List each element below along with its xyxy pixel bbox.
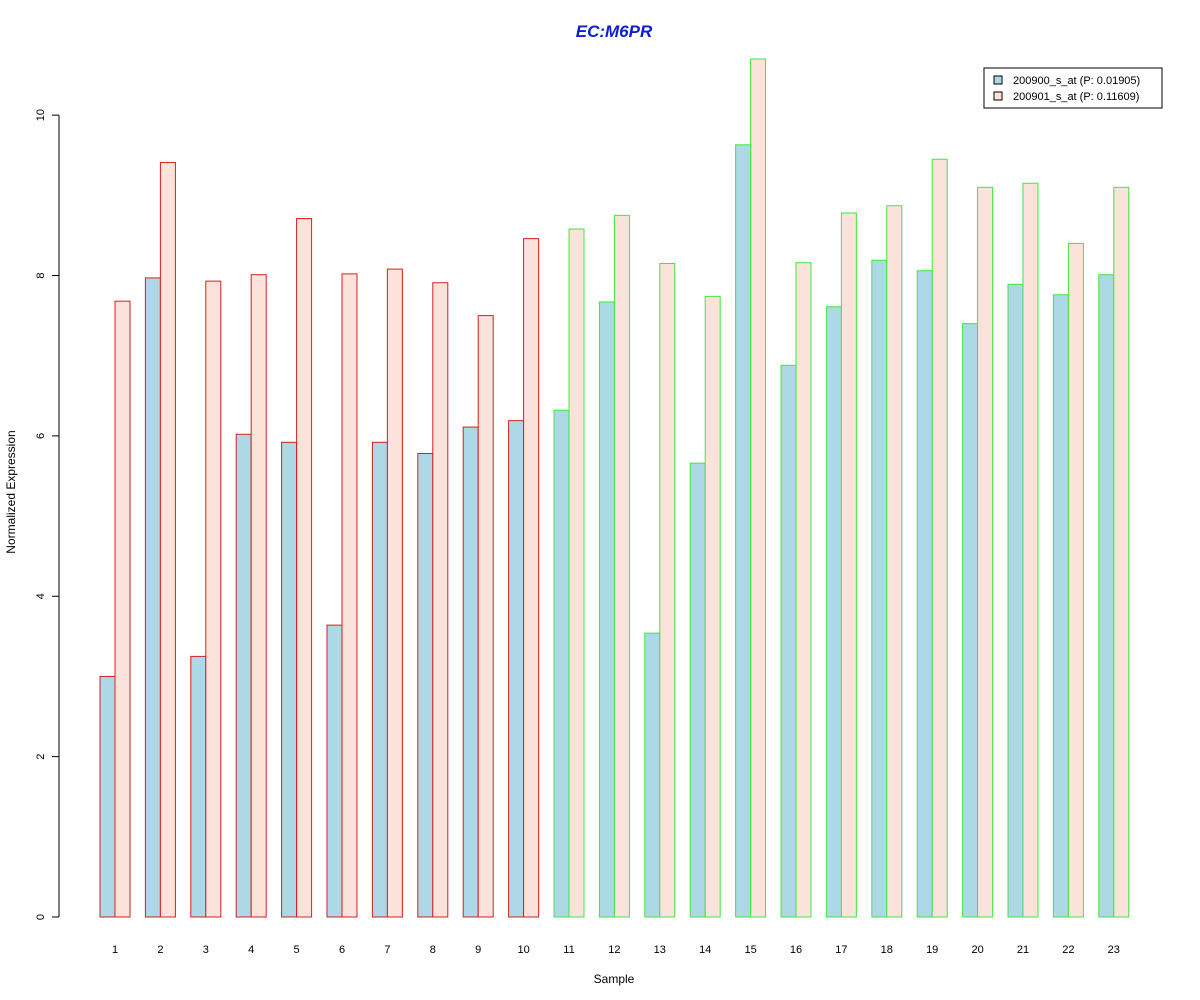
x-tick-label: 1 [112, 944, 118, 956]
bar-series1-sample-8 [417, 453, 434, 918]
bar-series2-sample-8 [432, 282, 449, 918]
legend-swatch [993, 75, 1003, 85]
bar-series2-sample-19 [931, 158, 948, 918]
bar-series2-sample-15 [750, 58, 767, 918]
y-tick-label: 10 [35, 109, 47, 121]
bar-series1-sample-17 [825, 306, 842, 918]
x-tick-label: 6 [339, 944, 345, 956]
y-tick-label: 4 [35, 593, 47, 599]
bar-series2-sample-5 [296, 218, 313, 918]
bar-series1-sample-9 [462, 426, 479, 918]
bar-group [99, 58, 1130, 918]
x-tick-label: 19 [926, 944, 938, 956]
bar-series1-sample-16 [780, 364, 797, 918]
x-tick-label: 23 [1108, 944, 1120, 956]
x-tick-label: 15 [744, 944, 756, 956]
bar-series1-sample-5 [281, 441, 298, 918]
x-axis-label: Sample [594, 972, 635, 986]
x-tick-label: 20 [971, 944, 983, 956]
bar-series1-sample-3 [190, 655, 207, 918]
x-tick-label: 18 [881, 944, 893, 956]
bar-series1-sample-15 [735, 144, 752, 918]
bar-series1-sample-10 [508, 420, 525, 918]
bar-series2-sample-3 [205, 280, 222, 918]
bar-series2-sample-22 [1067, 242, 1084, 918]
bar-series2-sample-13 [659, 262, 676, 918]
y-axis: 0 2 4 6 8 10 [35, 109, 60, 920]
legend-entry: 200900_s_at (P: 0.01905) [1013, 75, 1140, 87]
x-tick-label: 10 [517, 944, 529, 956]
bar-series2-sample-23 [1113, 186, 1130, 918]
bar-series1-sample-14 [689, 462, 706, 918]
bar-series2-sample-14 [704, 295, 721, 918]
bar-series1-sample-20 [962, 323, 979, 918]
bar-series1-sample-23 [1098, 274, 1115, 918]
bar-series2-sample-4 [250, 274, 267, 918]
legend-box [983, 67, 1163, 109]
x-tick-label: 12 [608, 944, 620, 956]
bar-series1-sample-13 [644, 632, 661, 918]
bar-series2-sample-17 [840, 212, 857, 918]
y-tick-label: 8 [35, 272, 47, 278]
y-tick-label: 0 [35, 914, 47, 920]
bar-series2-sample-1 [114, 300, 131, 918]
bar-series1-sample-11 [553, 409, 570, 918]
bar-series1-sample-4 [235, 433, 252, 918]
bar-series2-sample-7 [386, 268, 403, 918]
bar-series1-sample-22 [1052, 294, 1069, 918]
x-tick-label: 5 [294, 944, 300, 956]
x-tick-label: 14 [699, 944, 711, 956]
y-axis-label: Normalized Expression [4, 430, 18, 553]
x-tick-label: 8 [430, 944, 436, 956]
bar-series1-sample-7 [371, 441, 388, 918]
x-tick-label: 4 [248, 944, 254, 956]
x-tick-label: 3 [203, 944, 209, 956]
y-tick-label: 2 [35, 754, 47, 760]
bar-series2-sample-12 [613, 214, 630, 918]
bar-series2-sample-18 [886, 205, 903, 918]
bar-series2-sample-21 [1022, 182, 1039, 918]
legend: 200900_s_at (P: 0.01905) 200901_s_at (P: … [983, 67, 1163, 109]
bar-series2-sample-6 [341, 273, 358, 918]
bar-series2-sample-9 [477, 315, 494, 918]
chart-title: EC:M6PR [576, 22, 653, 41]
bar-series1-sample-18 [871, 259, 888, 918]
legend-entry: 200901_s_at (P: 0.11609) [1013, 91, 1139, 103]
bar-series2-sample-2 [159, 161, 176, 918]
x-tick-label: 17 [835, 944, 847, 956]
x-tick-label: 13 [654, 944, 666, 956]
x-tick-label: 9 [475, 944, 481, 956]
y-tick-label: 6 [35, 433, 47, 439]
x-tick-label: 21 [1017, 944, 1029, 956]
x-tick-label: 7 [384, 944, 390, 956]
x-tick-label: 2 [157, 944, 163, 956]
x-tick-label: 22 [1062, 944, 1074, 956]
x-tick-labels: 1 2 3 4 5 6 7 8 9 10 11 12 13 14 15 16 17 18 19 20 21 22 23 [112, 944, 1120, 956]
bar-series2-sample-10 [523, 238, 540, 918]
bar-series1-sample-19 [916, 270, 933, 918]
bar-series1-sample-12 [598, 301, 615, 918]
bar-series2-sample-11 [568, 228, 585, 918]
x-tick-label: 16 [790, 944, 802, 956]
legend-swatch [993, 91, 1003, 101]
bar-series1-sample-6 [326, 624, 343, 918]
bar-series1-sample-2 [144, 277, 161, 918]
bar-series1-sample-21 [1007, 283, 1024, 918]
bar-series2-sample-20 [977, 186, 994, 918]
bar-series2-sample-16 [795, 262, 812, 918]
bar-series1-sample-1 [99, 675, 116, 918]
x-tick-label: 11 [563, 944, 574, 956]
